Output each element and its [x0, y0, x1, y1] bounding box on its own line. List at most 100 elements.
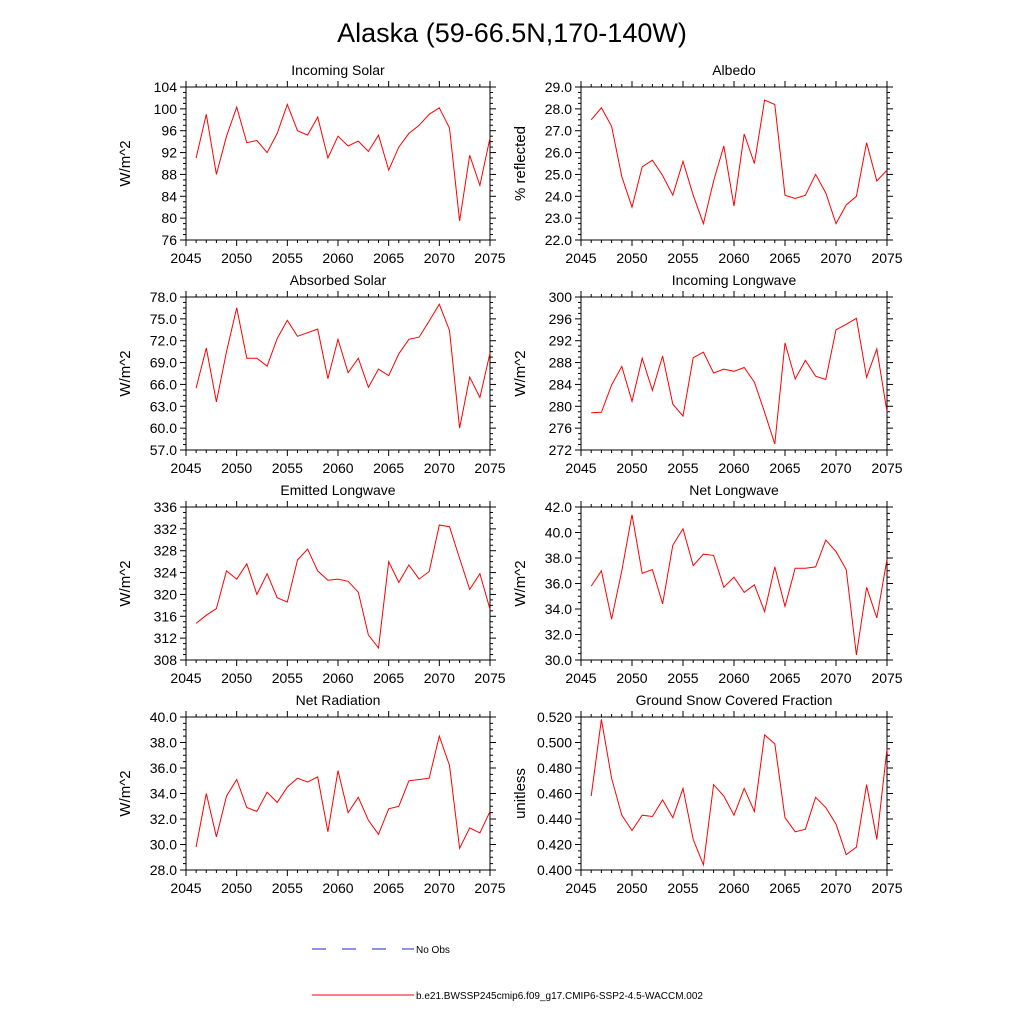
- y-tick-label: 40.0: [545, 525, 572, 541]
- y-tick-label: 100: [154, 101, 178, 117]
- y-tick-label: 328: [154, 543, 178, 559]
- panel-0: Incoming Solar W/m^2 76 80 84 88 92 96 100 104 204…: [117, 62, 506, 266]
- y-tick-label: 42.0: [545, 499, 572, 515]
- panel-2: Absorbed Solar W/m^2 57.0 60.0 63.0 66.0 69.0 7…: [117, 272, 506, 476]
- x-tick-label: 2065: [373, 670, 404, 686]
- x-tick-label: 2070: [820, 460, 851, 476]
- panel-frame: [185, 716, 491, 871]
- y-tick-label: 32.0: [150, 811, 177, 827]
- panel-1: Albedo % reflected 22.0 23.0 24.0 25.0 26.0 27.…: [512, 62, 903, 266]
- x-tick-label: 2050: [221, 250, 252, 266]
- x-tick-label: 2060: [718, 670, 749, 686]
- x-tick-label: 2065: [769, 250, 800, 266]
- y-tick-label: 72.0: [150, 333, 177, 349]
- y-tick-label: 300: [549, 289, 573, 305]
- x-tick-label: 2060: [322, 880, 353, 896]
- y-axis-label: W/m^2: [117, 560, 134, 606]
- x-tick-label: 2045: [565, 460, 596, 476]
- legend: No Obs b.e21.BWSSP245cmip6.f09_g17.CMIP6…: [312, 945, 703, 1002]
- series-line: [590, 99, 888, 226]
- series-line: [590, 514, 888, 655]
- x-tick-label: 2055: [272, 670, 303, 686]
- y-tick-label: 27.0: [545, 123, 572, 139]
- y-tick-label: 24.0: [545, 188, 572, 204]
- y-tick-label: 312: [154, 630, 178, 646]
- y-axis-label: W/m^2: [117, 350, 134, 396]
- y-axis-label: unitless: [512, 768, 529, 819]
- x-tick-label: 2075: [474, 460, 505, 476]
- y-tick-label: 40.0: [150, 709, 177, 725]
- panels-group: Incoming Solar W/m^2 76 80 84 88 92 96 100 104 204…: [117, 62, 903, 896]
- y-tick-label: 66.0: [150, 376, 177, 392]
- x-tick-label: 2060: [322, 460, 353, 476]
- x-tick-label: 2070: [424, 460, 455, 476]
- y-tick-label: 336: [154, 499, 178, 515]
- panel-title: Albedo: [712, 62, 756, 78]
- y-tick-label: 284: [549, 376, 573, 392]
- y-tick-label: 34.0: [150, 786, 177, 802]
- x-tick-label: 2070: [424, 250, 455, 266]
- y-tick-label: 57.0: [150, 442, 177, 458]
- y-tick-label: 60.0: [150, 420, 177, 436]
- panel-6: Net Radiation W/m^2 28.0 30.0 32.0 34.0 36.0 38…: [117, 692, 506, 896]
- series-line: [195, 524, 491, 650]
- series-line: [590, 719, 888, 867]
- panel-frame: [580, 506, 888, 661]
- y-tick-label: 80: [161, 210, 177, 226]
- series-line: [195, 303, 491, 429]
- panel-title: Net Radiation: [296, 692, 381, 708]
- y-tick-label: 84: [161, 188, 177, 204]
- panel-frame: [580, 716, 888, 871]
- x-tick-label: 2050: [616, 670, 647, 686]
- series-line: [591, 317, 888, 445]
- x-tick-label: 2060: [322, 670, 353, 686]
- y-tick-label: 38.0: [545, 550, 572, 566]
- figure-title: Alaska (59-66.5N,170-140W): [337, 18, 687, 48]
- x-tick-label: 2075: [871, 880, 902, 896]
- x-tick-label: 2075: [871, 250, 902, 266]
- x-tick-label: 2065: [373, 880, 404, 896]
- y-tick-label: 0.520: [537, 709, 572, 725]
- panel-title: Net Longwave: [689, 482, 779, 498]
- x-tick-label: 2055: [667, 460, 698, 476]
- y-tick-label: 0.400: [537, 862, 572, 878]
- panel-7: Ground Snow Covered Fraction unitless 0.40…: [512, 692, 903, 896]
- x-tick-label: 2050: [616, 250, 647, 266]
- y-tick-label: 320: [154, 586, 178, 602]
- y-tick-label: 0.480: [537, 760, 572, 776]
- x-tick-label: 2045: [170, 250, 201, 266]
- x-tick-label: 2045: [170, 880, 201, 896]
- y-tick-label: 308: [154, 652, 178, 668]
- x-tick-label: 2050: [221, 670, 252, 686]
- x-tick-label: 2075: [871, 670, 902, 686]
- y-tick-label: 26.0: [545, 145, 572, 161]
- panel-title: Absorbed Solar: [290, 272, 387, 288]
- y-tick-label: 23.0: [545, 210, 572, 226]
- legend-model-label: b.e21.BWSSP245cmip6.f09_g17.CMIP6-SSP2-4…: [416, 991, 703, 1002]
- y-axis-label: % reflected: [512, 126, 529, 201]
- panel-frame: [185, 506, 491, 661]
- panel-title: Ground Snow Covered Fraction: [636, 692, 833, 708]
- panel-frame: [580, 86, 888, 241]
- x-tick-label: 2065: [373, 460, 404, 476]
- y-tick-label: 75.0: [150, 311, 177, 327]
- x-tick-label: 2045: [170, 670, 201, 686]
- panel-title: Incoming Longwave: [672, 272, 797, 288]
- panel-frame: [580, 296, 888, 451]
- y-tick-label: 332: [154, 521, 178, 537]
- y-tick-label: 34.0: [545, 601, 572, 617]
- y-tick-label: 63.0: [150, 398, 177, 414]
- y-tick-label: 32.0: [545, 627, 572, 643]
- y-tick-label: 28.0: [150, 862, 177, 878]
- x-tick-label: 2050: [221, 460, 252, 476]
- y-tick-label: 30.0: [545, 652, 572, 668]
- y-tick-label: 316: [154, 608, 178, 624]
- x-tick-label: 2050: [616, 460, 647, 476]
- x-tick-label: 2060: [322, 250, 353, 266]
- y-tick-label: 276: [549, 420, 573, 436]
- y-tick-label: 296: [549, 311, 573, 327]
- x-tick-label: 2070: [424, 880, 455, 896]
- y-tick-label: 30.0: [150, 837, 177, 853]
- x-tick-label: 2075: [474, 880, 505, 896]
- x-tick-label: 2055: [272, 460, 303, 476]
